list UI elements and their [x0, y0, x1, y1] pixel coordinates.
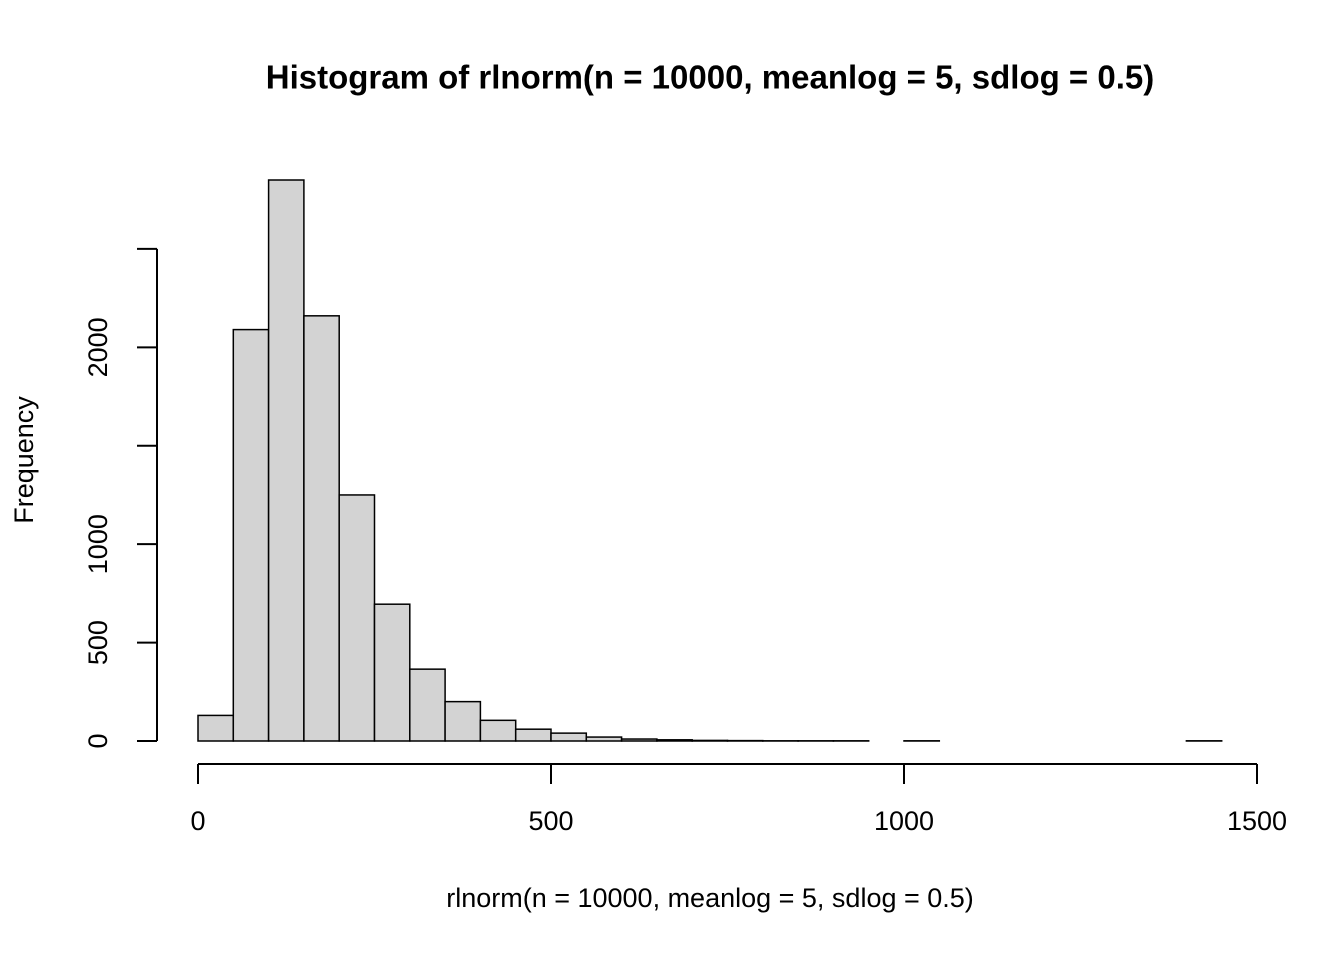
- bar: [550, 732, 588, 742]
- x-tick-label: 1500: [1227, 806, 1287, 836]
- x-tick-label: 500: [528, 806, 573, 836]
- bar: [444, 700, 482, 742]
- bar: [267, 179, 305, 742]
- chart-title: Histogram of rlnorm(n = 10000, meanlog =…: [266, 59, 1155, 96]
- x-tick-label: 1000: [874, 806, 934, 836]
- y-tick-label: 0: [83, 733, 113, 748]
- bar: [197, 714, 235, 742]
- bar: [303, 315, 340, 742]
- bar: [409, 668, 446, 742]
- bar: [585, 736, 623, 742]
- bar: [338, 494, 376, 742]
- bar: [620, 738, 658, 742]
- bar: [479, 719, 517, 742]
- bar: [373, 603, 411, 742]
- bar: [656, 739, 693, 742]
- x-axis-label: rlnorm(n = 10000, meanlog = 5, sdlog = 0…: [446, 883, 974, 913]
- x-tick-label: 0: [190, 806, 205, 836]
- y-tick-label: 1000: [83, 514, 113, 574]
- y-tick-label: 2000: [83, 317, 113, 377]
- y-tick-label: 500: [83, 620, 113, 665]
- bar: [691, 739, 729, 742]
- bar: [514, 728, 552, 742]
- y-axis-label: Frequency: [9, 396, 39, 524]
- bar: [232, 328, 270, 742]
